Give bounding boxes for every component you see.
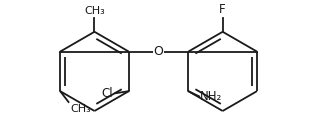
Text: Cl: Cl — [101, 87, 113, 100]
Text: F: F — [219, 3, 226, 16]
Text: NH₂: NH₂ — [200, 90, 223, 103]
Text: O: O — [154, 45, 164, 58]
Text: CH₃: CH₃ — [84, 6, 105, 16]
Text: CH₃: CH₃ — [71, 104, 91, 114]
